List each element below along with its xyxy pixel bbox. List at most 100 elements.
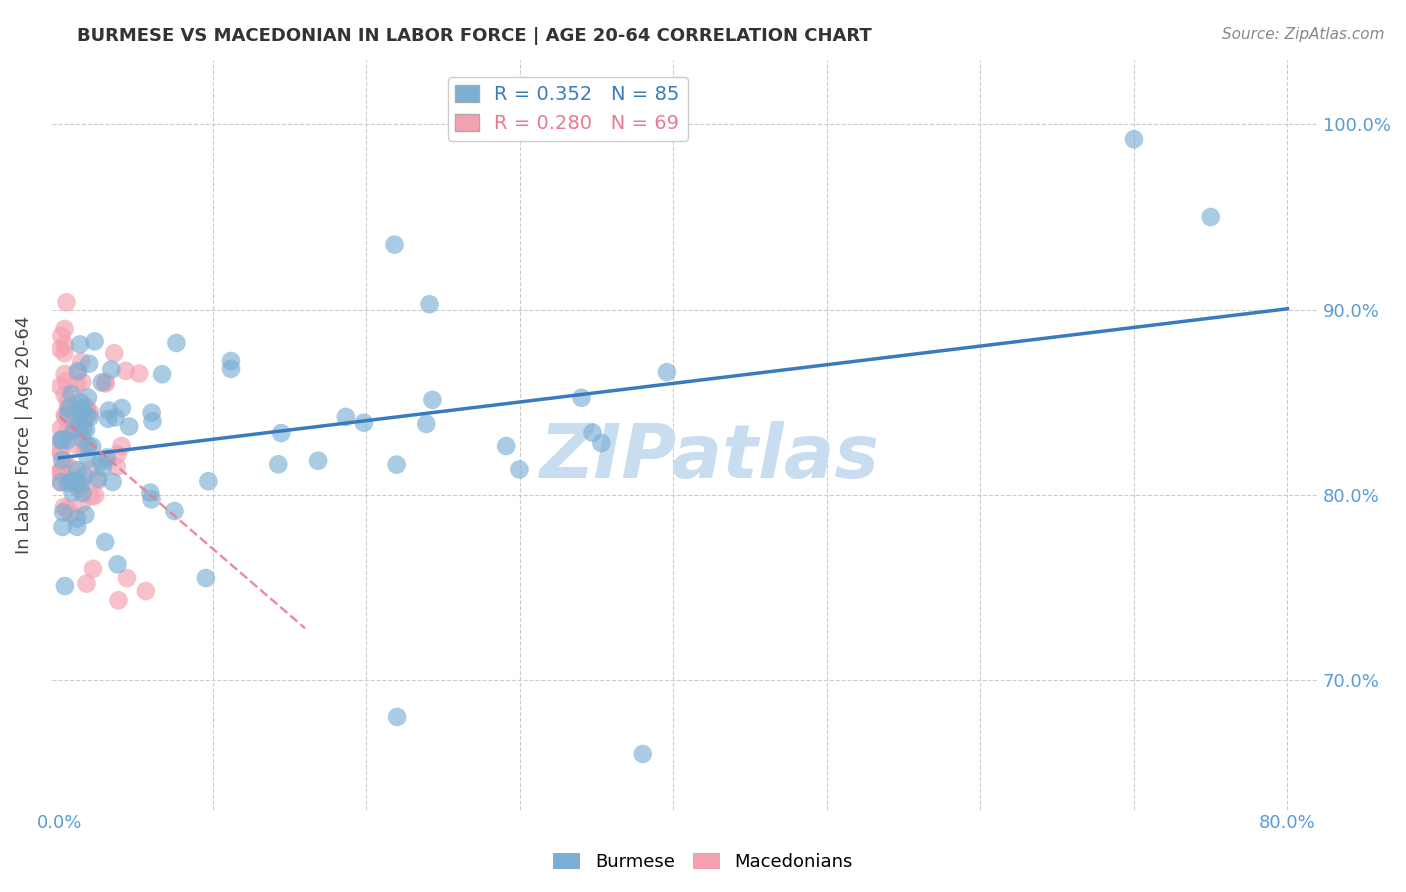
Point [69,402,91,417]
Point [83,334,105,349]
Point [107,593,129,607]
Point [51,328,73,343]
Point [77,357,100,371]
Point [62,485,84,500]
Point [66,511,89,525]
Point [114,364,136,378]
Point [59,507,82,521]
Point [495,439,517,453]
Point [97,403,120,417]
Point [56,423,79,437]
Point [49,446,72,460]
Point [103,346,125,360]
Point [90,454,112,468]
Point [219,354,242,368]
Point [69,416,91,430]
Point [69,395,91,409]
Point [141,406,163,420]
Point [53,579,76,593]
Point [49,379,72,393]
Point [118,419,141,434]
Point [139,485,162,500]
Point [270,426,292,441]
Y-axis label: In Labor Force | Age 20-64: In Labor Force | Age 20-64 [15,316,32,554]
Point [82,562,104,576]
Point [58,475,80,490]
Point [49,465,72,479]
Point [66,365,89,379]
Point [94,535,117,549]
Point [55,409,77,424]
Point [115,571,138,585]
Point [335,409,357,424]
Point [53,408,76,422]
Text: BURMESE VS MACEDONIAN IN LABOR FORCE | AGE 20-64 CORRELATION CHART: BURMESE VS MACEDONIAN IN LABOR FORCE | A… [77,27,872,45]
Point [101,475,124,489]
Point [163,504,186,518]
Point [307,454,329,468]
Point [65,474,87,488]
Point [194,571,217,585]
Text: Source: ZipAtlas.com: Source: ZipAtlas.com [1222,27,1385,42]
Point [52,500,75,514]
Point [49,475,72,489]
Point [415,417,437,431]
Point [75,508,97,522]
Point [100,362,122,376]
Point [55,295,77,310]
Point [219,362,242,376]
Point [73,440,96,454]
Point [77,391,100,405]
Point [107,447,129,461]
Point [67,423,90,437]
Point [60,474,83,488]
Point [58,407,80,421]
Point [60,387,83,401]
Point [267,458,290,472]
Point [79,410,101,425]
Point [384,237,406,252]
Point [111,401,134,415]
Text: ZIPatlas: ZIPatlas [540,420,880,493]
Point [94,375,117,389]
Point [76,409,98,424]
Point [60,461,83,475]
Point [51,462,73,476]
Point [55,374,77,388]
Point [69,477,91,491]
Point [87,472,110,486]
Point [56,401,79,416]
Point [66,376,89,391]
Point [66,520,89,534]
Point [66,463,89,477]
Point [1122,132,1144,146]
Point [655,365,678,379]
Point [51,433,73,447]
Point [353,416,375,430]
Point [63,423,86,437]
Point [197,475,219,489]
Point [105,459,128,474]
Point [70,406,93,420]
Point [51,453,73,467]
Point [422,392,444,407]
Point [80,490,103,504]
Point [49,342,72,356]
Point [49,475,72,490]
Point [53,367,76,381]
Point [73,468,96,483]
Point [76,401,98,415]
Point [72,432,94,446]
Point [66,364,89,378]
Point [65,438,87,452]
Point [63,411,86,425]
Point [52,505,75,519]
Point [53,388,76,402]
Point [94,376,117,391]
Point [80,439,103,453]
Point [141,492,163,507]
Point [128,367,150,381]
Point [508,462,530,476]
Point [56,394,79,409]
Point [165,336,187,351]
